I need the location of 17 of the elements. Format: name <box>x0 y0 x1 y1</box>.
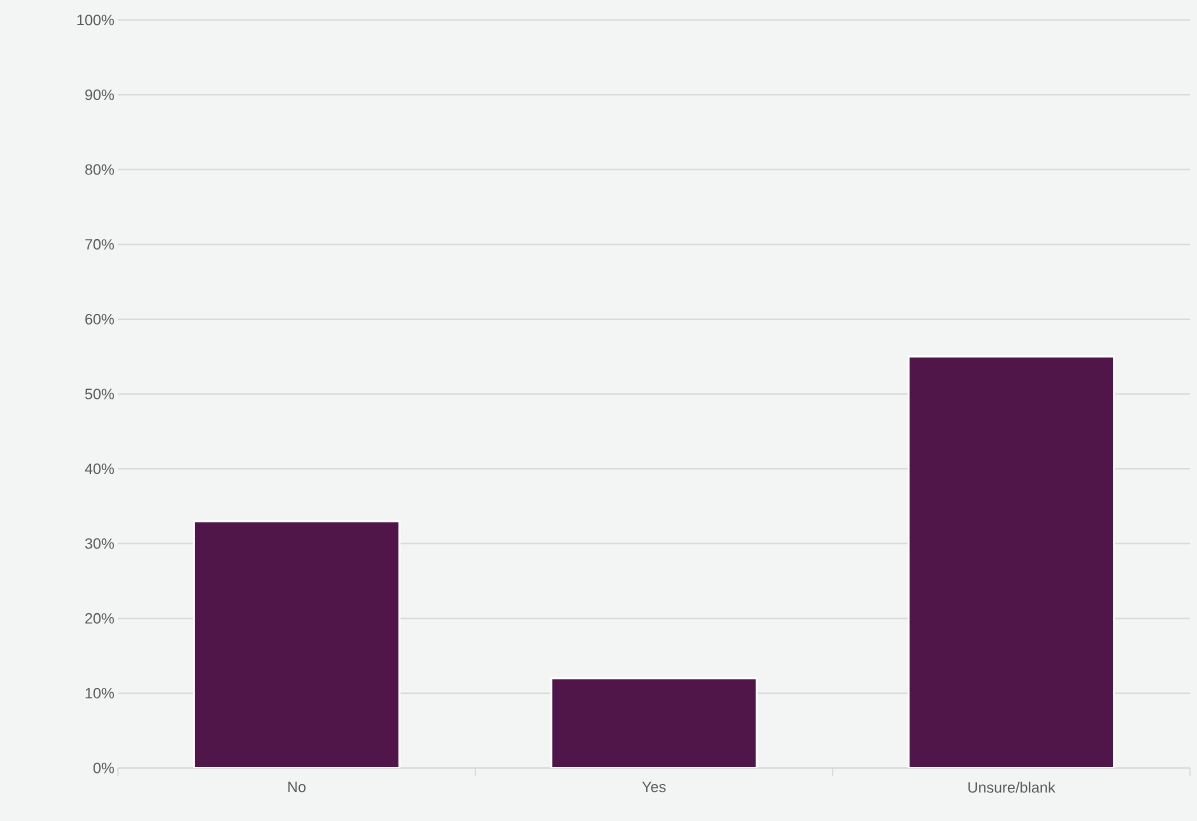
y-tick-label: 20% <box>85 613 114 624</box>
y-tick-label: 50% <box>85 388 114 400</box>
x-tick-label: No <box>288 781 306 793</box>
y-tick-label: 40% <box>84 463 114 475</box>
x-tick-label: Unsure/blank <box>968 781 1056 793</box>
x-tick-label: Yes <box>642 781 666 793</box>
y-tick-label: 0% <box>93 762 114 774</box>
y-tick-label: 70% <box>85 239 114 250</box>
y-tick-label: 90% <box>85 89 114 101</box>
bar <box>192 520 401 768</box>
bar <box>550 677 758 768</box>
bar <box>907 355 1116 768</box>
y-tick-label: 100% <box>77 14 114 26</box>
y-tick-label: 30% <box>85 538 114 549</box>
y-tick-label: 80% <box>85 164 114 175</box>
y-tick-label: 10% <box>85 687 114 699</box>
y-tick-label: 60% <box>85 313 114 325</box>
